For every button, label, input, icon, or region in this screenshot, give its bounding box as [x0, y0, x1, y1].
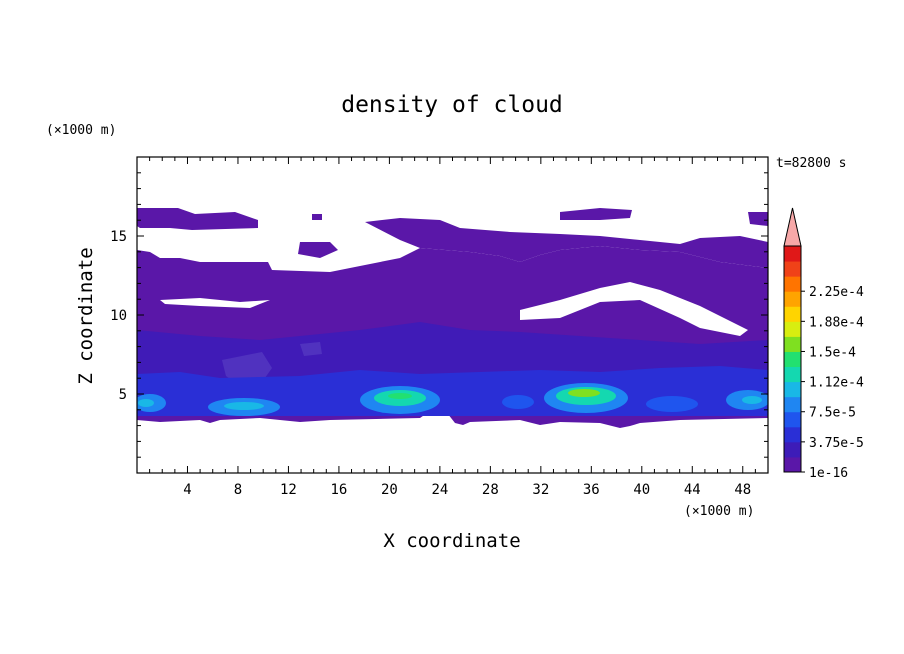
colorbar-segment	[784, 336, 801, 352]
cloud-layer-upper-right	[365, 218, 768, 268]
contour-field	[137, 208, 768, 428]
colorbar-segment	[784, 321, 801, 337]
colorbar-segment	[784, 306, 801, 322]
colorbar-segment	[784, 351, 801, 368]
colorbar-label: 1e-16	[809, 466, 848, 481]
core-3-peak	[388, 393, 412, 399]
x-tick-label: 12	[280, 482, 297, 498]
cloud-patch-small	[312, 214, 322, 220]
colorbar-label: 1.88e-4	[809, 315, 864, 330]
gap-right-diagonal	[520, 282, 748, 336]
y-axis-label: Z coordinate	[75, 247, 97, 384]
colorbar-segment	[784, 246, 801, 262]
colorbar-segment	[784, 441, 801, 458]
x-tick-label: 16	[330, 482, 347, 498]
colorbar-label: 3.75e-5	[809, 436, 864, 451]
y-axis-ticks: 5 10 15	[110, 172, 768, 458]
colorbar-segment	[784, 291, 801, 307]
cloud-patch-mid	[298, 242, 338, 258]
cores	[137, 383, 768, 416]
y-tick-label: 15	[110, 229, 127, 245]
core-5-peak	[568, 389, 600, 397]
gap-left	[160, 298, 270, 308]
x-tick-label: 48	[734, 482, 751, 498]
core-1-inner	[138, 399, 154, 407]
colorbar-label: 2.25e-4	[809, 285, 864, 300]
y-tick-label: 10	[110, 308, 127, 324]
colorbar-segment	[784, 276, 801, 292]
x-tick-label: 4	[183, 482, 191, 498]
colorbar-frame	[783, 245, 802, 473]
y-unit-label: (×1000 m)	[46, 123, 116, 138]
colorbar-segment	[784, 366, 801, 383]
colorbar-extend-arrow	[783, 207, 802, 247]
colorbar-segment	[784, 456, 801, 473]
colorbar-segment	[784, 411, 801, 428]
cloud-layer-upper-band	[137, 246, 768, 285]
colorbar-segment	[784, 381, 801, 398]
x-tick-label: 24	[431, 482, 448, 498]
colorbar-label: 1.12e-4	[809, 376, 864, 391]
time-label: t=82800 s	[776, 156, 846, 171]
colorbar-label: 1.5e-4	[809, 345, 856, 360]
x-unit-label: (×1000 m)	[684, 504, 754, 519]
x-tick-label: 8	[234, 482, 242, 498]
dark-band	[137, 322, 768, 380]
colorbar-label: 7.5e-5	[809, 406, 856, 421]
cloud-patch-top-right	[560, 208, 632, 220]
core-2-inner	[224, 402, 264, 410]
core-4	[502, 395, 534, 409]
x-tick-label: 20	[381, 482, 398, 498]
core-7-inner	[742, 396, 762, 404]
chart-title: density of cloud	[341, 92, 563, 118]
x-tick-label: 32	[532, 482, 549, 498]
colorbar-segment	[784, 426, 801, 443]
colorbar-segment	[784, 396, 801, 413]
y-tick-label: 5	[119, 387, 127, 403]
x-tick-label: 40	[633, 482, 650, 498]
x-tick-label: 44	[684, 482, 701, 498]
x-axis-ticks: 4 8 12 16 20 24 28 32 36 40 44 48	[149, 157, 756, 498]
colorbar: 1e-16 3.75e-5 7.5e-5 1.12e-4 1.5e-4 1.88e-4 2.…	[783, 207, 864, 481]
colorbar-segment	[784, 261, 801, 277]
x-tick-label: 36	[583, 482, 600, 498]
cloud-layer-upper	[137, 208, 258, 230]
x-axis-label: X coordinate	[383, 530, 520, 552]
core-6	[646, 396, 698, 412]
x-tick-label: 28	[482, 482, 499, 498]
cloud-patch-right-edge	[748, 212, 768, 226]
